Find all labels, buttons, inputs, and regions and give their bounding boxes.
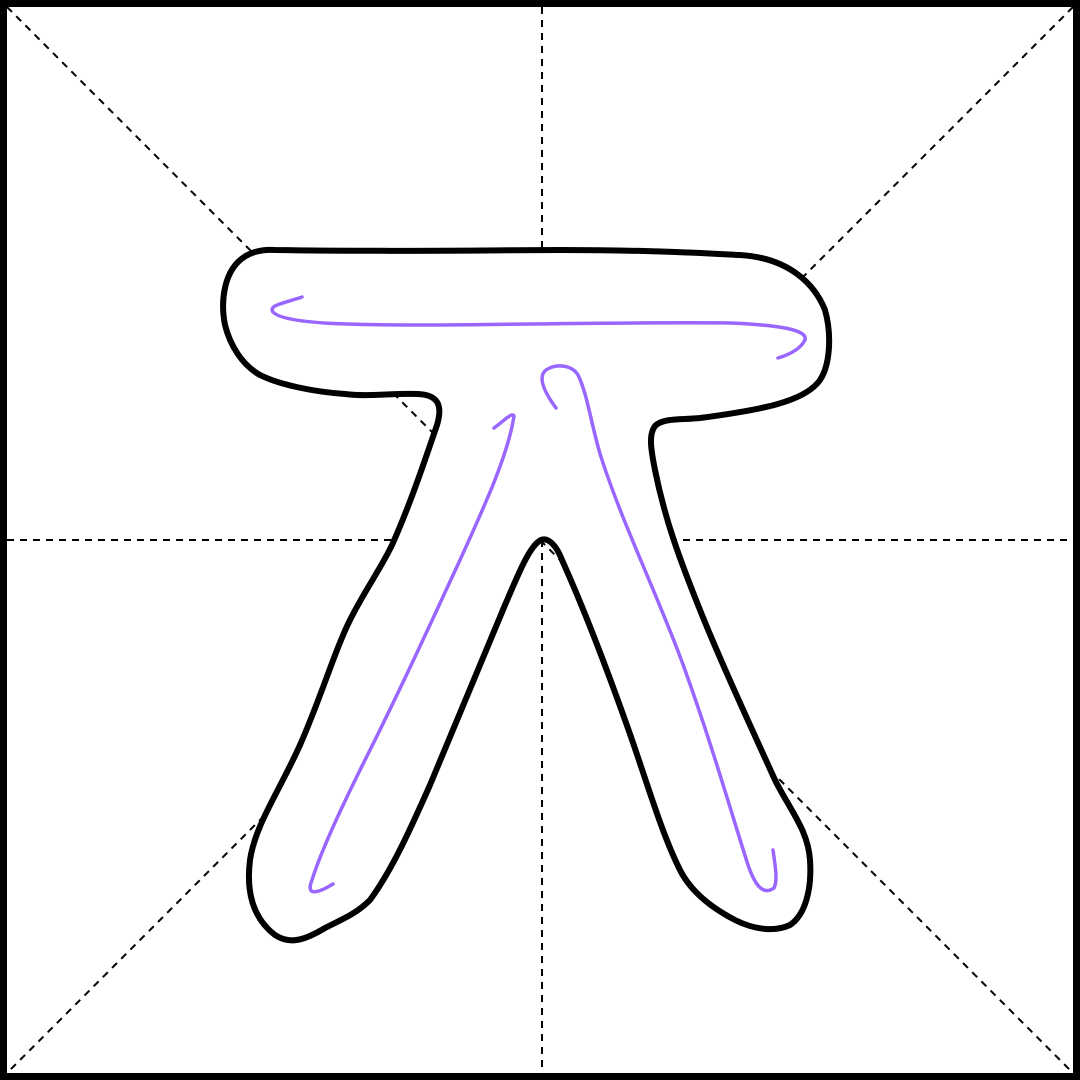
stroke-3-vertical-hook [540,364,778,893]
stroke-paths [270,295,807,894]
stroke-2-left-falling [308,413,516,894]
guide-diagonal-anti [6,6,1074,1074]
stroke-1-horizontal [270,295,807,360]
character-outline [220,246,833,944]
guide-diagonal-main [6,6,1074,1074]
